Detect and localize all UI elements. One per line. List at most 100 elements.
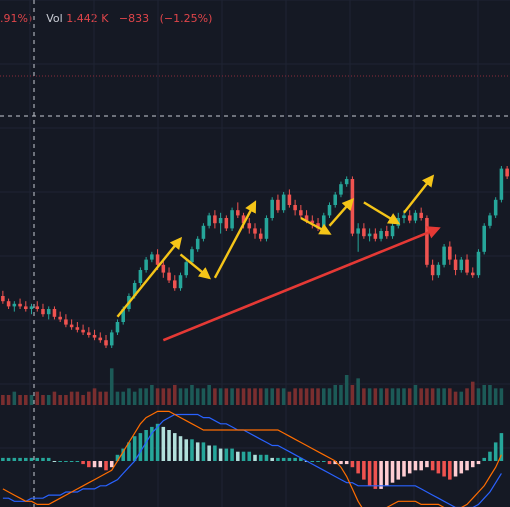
annotations xyxy=(116,174,441,342)
volume-bar xyxy=(470,381,475,405)
macd-histogram-bar xyxy=(281,457,286,461)
candle-body xyxy=(75,327,80,330)
macd-histogram-bar xyxy=(236,451,240,461)
yellow-arrow xyxy=(403,174,435,214)
volume-bar xyxy=(482,385,486,405)
macd-histogram-bar xyxy=(316,461,320,462)
macd-histogram-bar xyxy=(58,461,62,462)
macd-histogram-bar xyxy=(482,457,486,461)
volume-bar xyxy=(41,395,45,405)
yellow-arrow xyxy=(179,253,212,280)
macd-histogram-bar xyxy=(293,457,297,461)
volume-bar xyxy=(224,388,229,405)
candles xyxy=(1,166,509,348)
candle-body xyxy=(247,223,252,229)
candle-body xyxy=(138,270,143,283)
candle-body xyxy=(58,316,62,320)
red-trend-arrow xyxy=(162,226,441,342)
macd-histogram-bar xyxy=(264,454,269,461)
volume-bar xyxy=(138,388,143,405)
volume-bar xyxy=(270,388,274,405)
candle-body xyxy=(264,218,269,239)
volume-bar xyxy=(172,385,177,405)
candle-body xyxy=(442,246,446,265)
volume-bar xyxy=(344,375,349,405)
candle-body xyxy=(24,306,28,309)
candle-body xyxy=(419,212,423,218)
volume-bar xyxy=(109,368,114,405)
volume-bar xyxy=(167,388,171,405)
candle-body xyxy=(121,309,125,322)
candle-body xyxy=(172,280,177,289)
signal-line xyxy=(2,410,502,507)
macd-histogram-bar xyxy=(367,461,372,486)
candle-body xyxy=(356,228,360,234)
volume-bar xyxy=(327,388,332,405)
macd-histogram-bar xyxy=(46,457,51,461)
candle-body xyxy=(459,259,464,270)
macd-histogram-bar xyxy=(453,461,458,477)
volume-bars xyxy=(1,368,504,405)
volume-bar xyxy=(430,388,435,405)
candle-body xyxy=(41,309,45,315)
volume-bar xyxy=(253,388,257,405)
volume-bar xyxy=(488,385,492,405)
macd-histogram-bar xyxy=(407,461,412,474)
volume-bar xyxy=(132,391,137,405)
candle-body xyxy=(115,322,120,333)
macd-histogram-bar xyxy=(339,461,343,465)
candle-body xyxy=(333,194,338,205)
candle-body xyxy=(109,332,114,346)
volume-bar xyxy=(1,395,5,405)
macd-histogram-bar xyxy=(333,461,338,465)
yellow-arrow xyxy=(116,236,183,318)
candle-body xyxy=(18,303,22,307)
macd-histogram-bar xyxy=(190,439,194,461)
volume-bar xyxy=(115,391,120,405)
yellow-arrow xyxy=(300,216,332,235)
price-change-fragment: .91%) xyxy=(0,12,33,25)
volume-bar xyxy=(379,388,383,405)
macd-histogram-bar xyxy=(144,430,148,461)
macd-histogram-bar xyxy=(201,442,206,461)
macd-histogram-bar xyxy=(276,457,280,461)
macd-histogram-bar xyxy=(241,451,246,461)
macd-pane xyxy=(1,410,504,507)
candle-body xyxy=(430,264,435,276)
macd-histogram-bar xyxy=(52,461,57,462)
volume-bar xyxy=(448,388,452,405)
candle-body xyxy=(350,179,355,234)
candle-body xyxy=(132,283,137,296)
candle-body xyxy=(316,223,320,229)
candle-body xyxy=(339,184,343,195)
volume-bar xyxy=(350,385,355,405)
macd-histogram-bar xyxy=(161,426,166,461)
macd-histogram-bar xyxy=(109,461,114,468)
volume-bar xyxy=(453,391,458,405)
volume-change: −833 xyxy=(118,12,150,25)
volume-bar xyxy=(287,391,292,405)
macd-histogram-bar xyxy=(442,461,446,477)
volume-bar xyxy=(442,388,446,405)
candle-body xyxy=(287,194,292,205)
candle-body xyxy=(29,306,34,309)
macd-histogram-bar xyxy=(436,461,441,474)
candle-body xyxy=(190,249,194,263)
candle-body xyxy=(258,233,263,239)
candle-body xyxy=(35,306,40,309)
candle-body xyxy=(150,254,154,260)
yellow-arrow xyxy=(363,201,401,225)
macd-histogram-bar xyxy=(35,457,40,461)
macd-histogram-bar xyxy=(155,423,160,461)
volume-bar xyxy=(436,388,441,405)
candle-body xyxy=(470,272,475,276)
candle-body xyxy=(104,340,108,346)
candle-body xyxy=(167,272,171,281)
candle-body xyxy=(304,215,309,221)
volume-bar xyxy=(69,391,74,405)
macd-histogram-bar xyxy=(379,461,383,489)
volume-bar xyxy=(321,388,326,405)
volume-bar xyxy=(161,388,166,405)
